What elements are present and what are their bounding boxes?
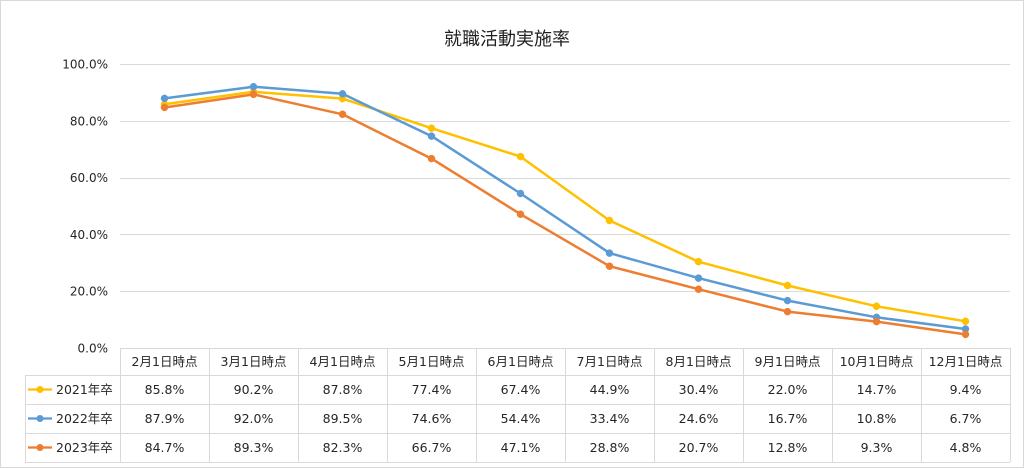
data-table-cell: 87.9%	[145, 411, 185, 426]
chart-title: 就職活動実施率	[444, 29, 570, 50]
legend-label: 2022年卒	[56, 411, 113, 426]
data-point	[694, 285, 703, 293]
y-tick-label: 40.0%	[70, 228, 108, 242]
data-point	[872, 317, 881, 326]
data-table-cell: 9.4%	[950, 382, 982, 397]
data-table-cell: 87.8%	[323, 382, 363, 397]
x-tick-label: 12月1日時点	[929, 354, 1003, 369]
data-table: 2月1日時点 3月1日時点 4月1日時点 5月1日時点 6月1日時点 7月1日時点 8月1日…	[25, 348, 1011, 463]
data-table-cell: 20.7%	[679, 440, 719, 455]
data-point	[783, 281, 792, 290]
data-table-cell: 33.4%	[590, 411, 630, 426]
series-line	[163, 90, 967, 323]
data-table-cell: 84.7%	[145, 440, 185, 455]
data-table-cell: 54.4%	[501, 411, 541, 426]
data-table-cell: 90.2%	[234, 382, 274, 397]
data-table-cell: 82.3%	[323, 440, 363, 455]
data-table-cell: 22.0%	[768, 382, 808, 397]
legend-label: 2021年卒	[56, 382, 113, 397]
data-point	[427, 132, 436, 140]
x-tick-label: 8月1日時点	[666, 354, 732, 369]
data-point	[516, 189, 525, 198]
data-point	[694, 274, 703, 282]
data-table-cell: 6.7%	[950, 411, 982, 426]
data-table-cell: 92.0%	[234, 411, 274, 426]
data-table-cell: 74.6%	[412, 411, 452, 426]
data-point	[338, 90, 347, 98]
x-tick-label: 2月1日時点	[132, 354, 198, 369]
data-table-cell: 30.4%	[679, 382, 719, 397]
data-point	[961, 330, 970, 339]
y-tick-label: 80.0%	[70, 114, 108, 128]
data-point	[249, 82, 258, 91]
data-table-cell: 10.8%	[857, 411, 897, 426]
data-point	[961, 317, 970, 326]
data-point	[605, 216, 614, 225]
data-table-cell: 85.8%	[145, 382, 185, 397]
data-point	[783, 307, 792, 316]
gridlines	[120, 64, 1010, 349]
series-lines	[160, 82, 970, 339]
legend-key-marker	[36, 415, 44, 422]
data-point	[160, 94, 169, 103]
data-table-cell: 28.8%	[590, 440, 630, 455]
data-table-cell: 24.6%	[679, 411, 719, 426]
data-table-cell: 89.3%	[234, 440, 274, 455]
data-table-cell: 12.8%	[768, 440, 808, 455]
series-line	[163, 85, 967, 331]
data-point	[783, 296, 792, 305]
x-tick-label: 3月1日時点	[221, 354, 287, 369]
data-point	[694, 257, 703, 266]
x-tick-label: 10月1日時点	[840, 354, 914, 369]
y-tick-label: 60.0%	[70, 171, 108, 185]
x-tick-label: 5月1日時点	[399, 354, 465, 369]
data-table-cell: 89.5%	[323, 411, 363, 426]
data-point	[249, 90, 258, 99]
data-point	[160, 103, 169, 112]
data-point	[427, 154, 436, 163]
data-table-cell: 14.7%	[857, 382, 897, 397]
legend-label: 2023年卒	[56, 440, 113, 455]
data-point	[427, 124, 436, 132]
data-table-cell: 16.7%	[768, 411, 808, 426]
data-table-cell: 47.1%	[501, 440, 541, 455]
legend-key-marker	[36, 444, 44, 451]
data-point	[605, 249, 614, 257]
series-line	[163, 93, 967, 336]
data-table-cell: 66.7%	[412, 440, 452, 455]
data-table-cell: 77.4%	[412, 382, 452, 397]
data-point	[605, 262, 614, 270]
x-tick-label: 4月1日時点	[310, 354, 376, 369]
data-table-cell: 67.4%	[501, 382, 541, 397]
legend-key-marker	[36, 386, 44, 393]
data-table-cell: 9.3%	[861, 440, 893, 455]
x-tick-label: 6月1日時点	[488, 354, 554, 369]
x-tick-label: 7月1日時点	[577, 354, 643, 369]
y-axis-labels: 0.0% 20.0% 40.0% 60.0% 80.0% 100.0%	[62, 58, 108, 356]
y-tick-label: 0.0%	[78, 342, 109, 356]
y-tick-label: 20.0%	[70, 285, 108, 299]
data-table-cell: 4.8%	[950, 440, 982, 455]
data-table-cell: 44.9%	[590, 382, 630, 397]
y-tick-label: 100.0%	[62, 58, 108, 72]
x-tick-label: 9月1日時点	[755, 354, 821, 369]
data-point	[872, 302, 881, 311]
data-point	[338, 110, 347, 119]
data-point	[516, 152, 525, 161]
data-point	[516, 210, 525, 218]
